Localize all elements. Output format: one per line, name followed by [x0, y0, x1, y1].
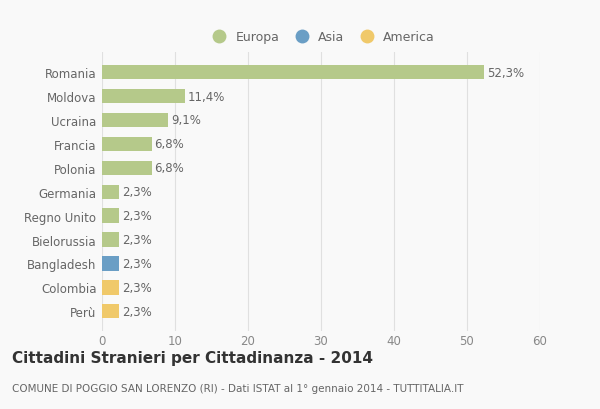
Bar	[102, 66, 484, 80]
Text: 6,8%: 6,8%	[155, 162, 184, 175]
Bar	[102, 304, 119, 319]
Bar	[102, 161, 152, 175]
Bar	[102, 281, 119, 295]
Text: 9,1%: 9,1%	[172, 114, 201, 127]
Bar	[102, 233, 119, 247]
Bar	[102, 114, 169, 128]
Text: 11,4%: 11,4%	[188, 90, 226, 103]
Text: 2,3%: 2,3%	[122, 305, 151, 318]
Text: 52,3%: 52,3%	[487, 67, 524, 79]
Text: Cittadini Stranieri per Cittadinanza - 2014: Cittadini Stranieri per Cittadinanza - 2…	[12, 350, 373, 365]
Bar	[102, 90, 185, 104]
Text: COMUNE DI POGGIO SAN LORENZO (RI) - Dati ISTAT al 1° gennaio 2014 - TUTTITALIA.I: COMUNE DI POGGIO SAN LORENZO (RI) - Dati…	[12, 382, 464, 393]
Text: 2,3%: 2,3%	[122, 281, 151, 294]
Bar	[102, 137, 152, 152]
Text: 2,3%: 2,3%	[122, 234, 151, 246]
Bar	[102, 209, 119, 223]
Text: 2,3%: 2,3%	[122, 257, 151, 270]
Bar	[102, 185, 119, 199]
Legend: Europa, Asia, America: Europa, Asia, America	[202, 26, 440, 49]
Text: 6,8%: 6,8%	[155, 138, 184, 151]
Text: 2,3%: 2,3%	[122, 209, 151, 222]
Bar	[102, 256, 119, 271]
Text: 2,3%: 2,3%	[122, 186, 151, 199]
